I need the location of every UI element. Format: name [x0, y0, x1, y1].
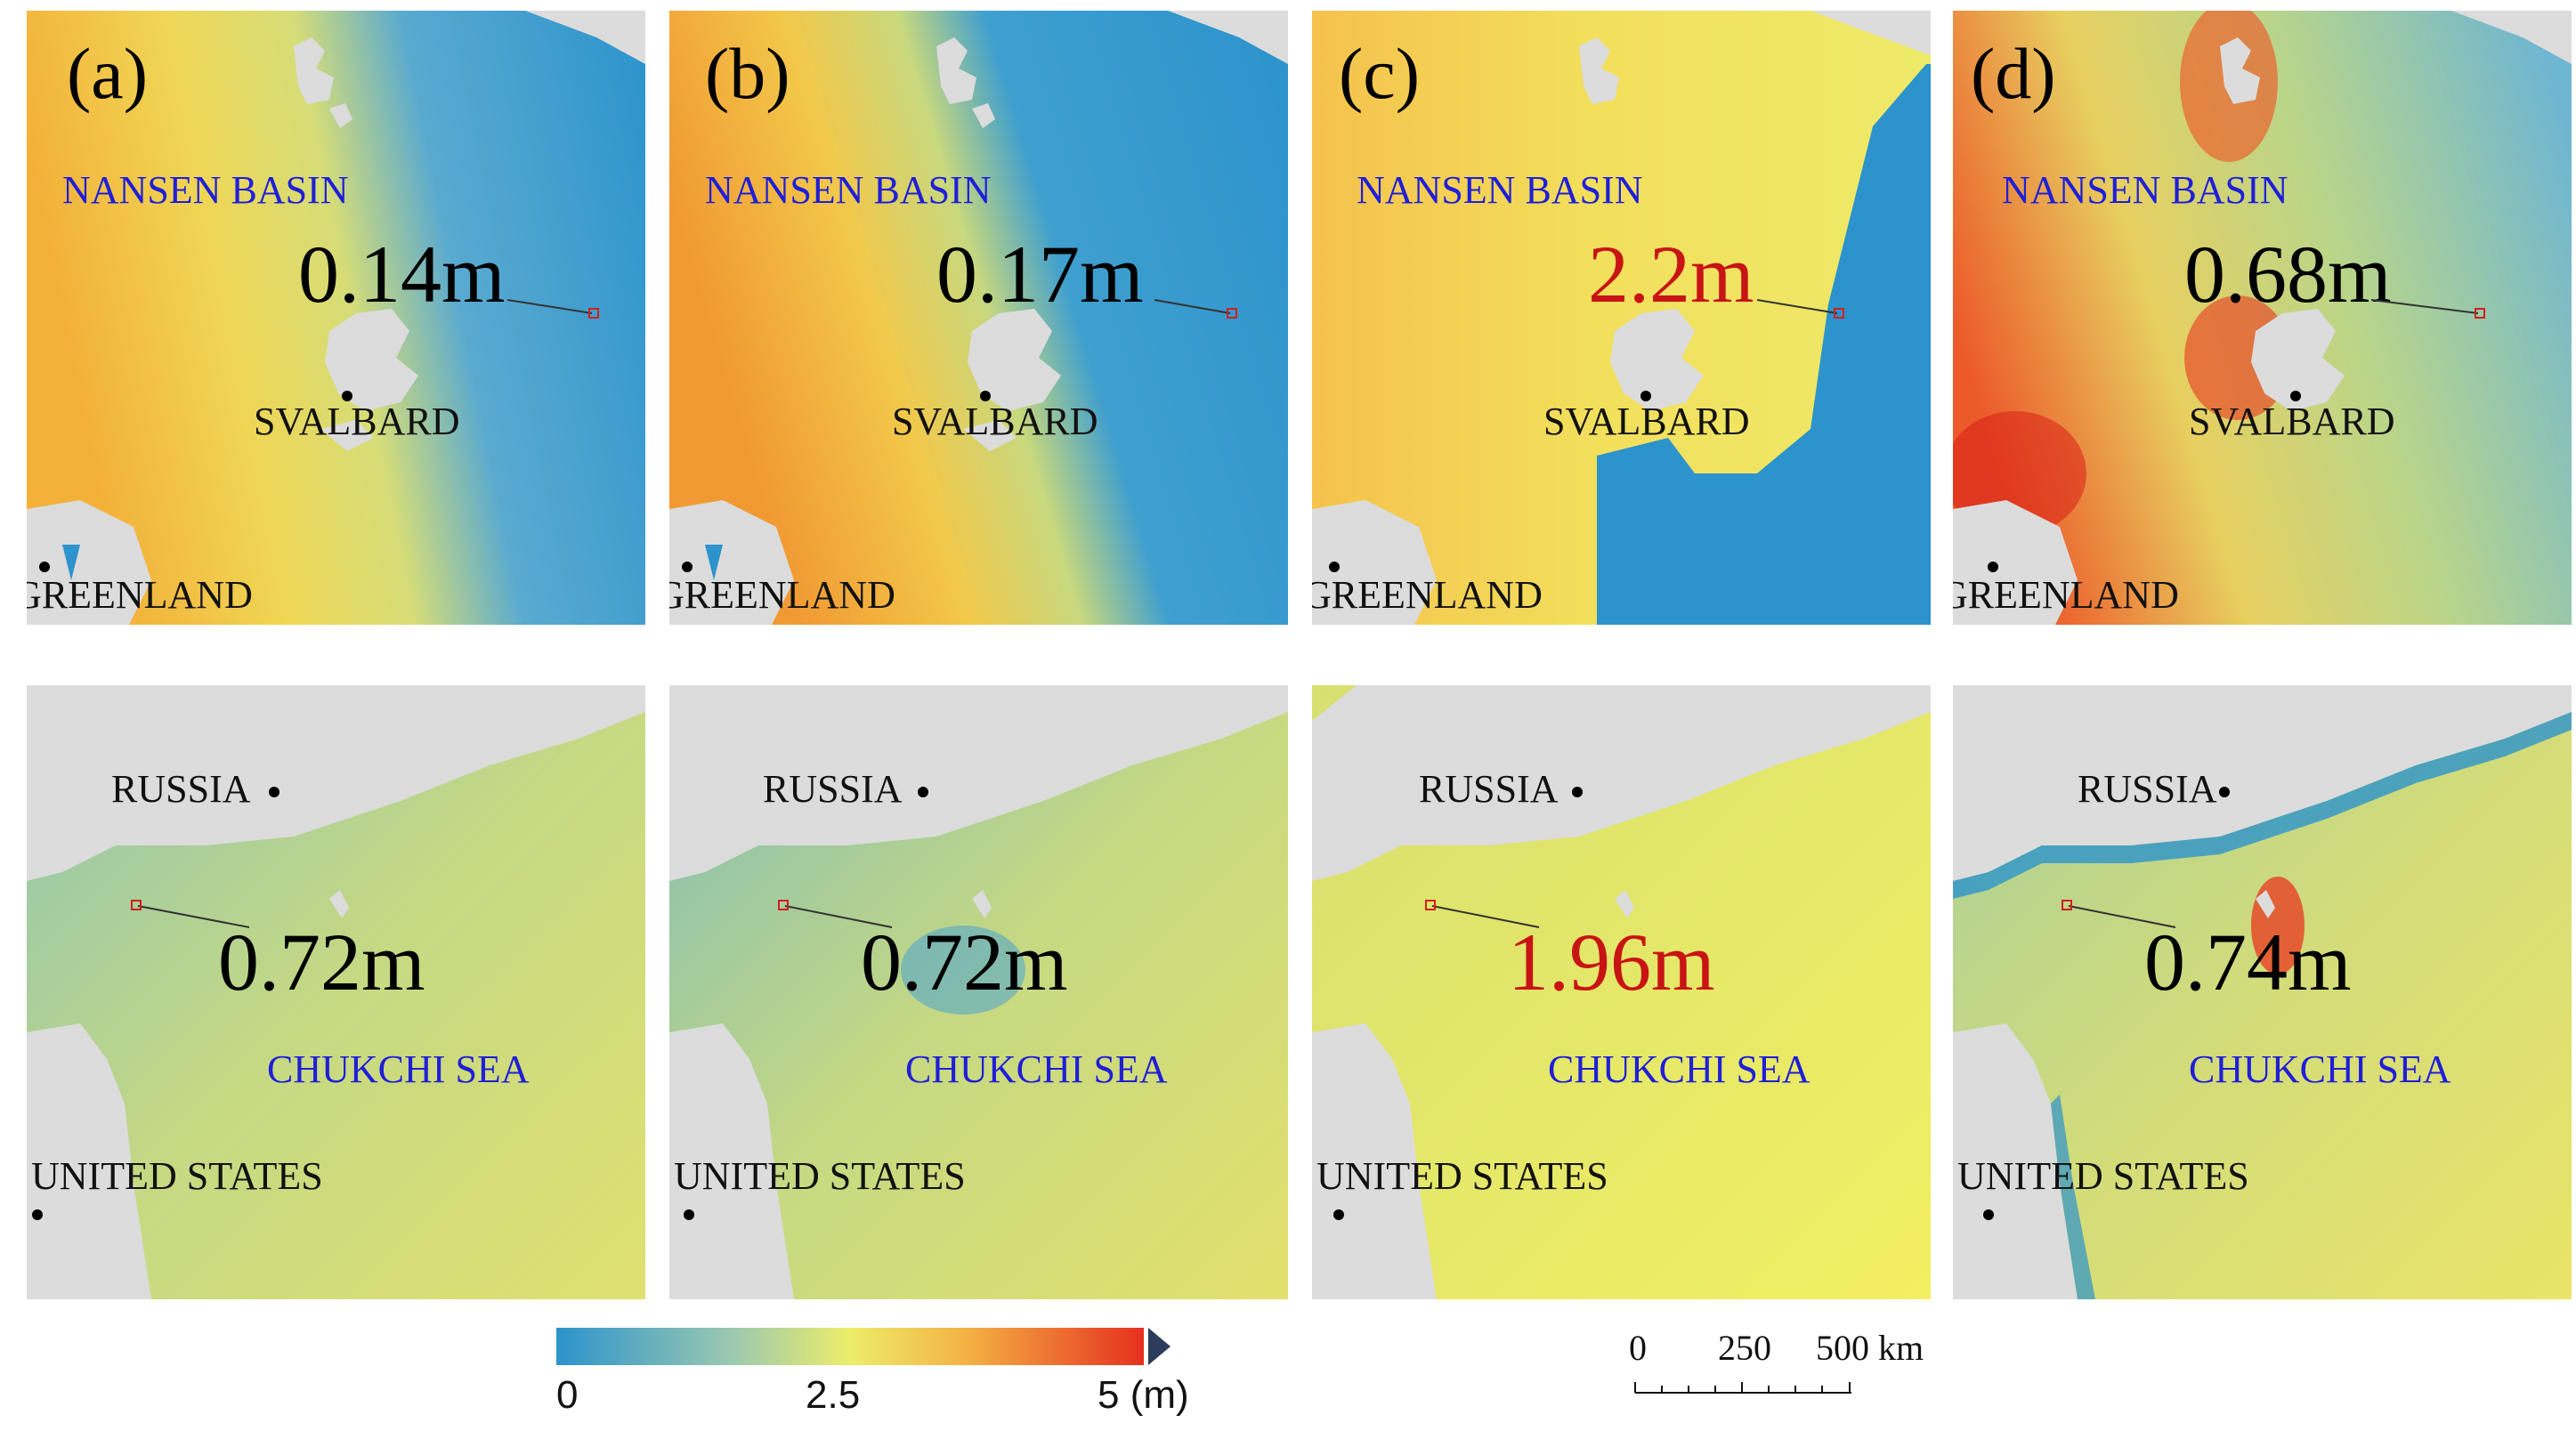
thickness-value: 1.96m — [1508, 917, 1715, 1007]
colorbar-tick-max: 5 (m) — [1098, 1373, 1189, 1417]
chukchi-sea-label: CHUKCHI SEA — [1548, 1047, 1810, 1091]
thickness-value: 0.68m — [2184, 229, 2392, 319]
ice-thickness-map — [27, 11, 645, 625]
united-states-label: UNITED STATES — [31, 1154, 323, 1198]
svalbard-label: SVALBARD — [892, 400, 1098, 443]
map-panel-a-bottom: RUSSIA 0.72m CHUKCHI SEA UNITED STATES — [27, 685, 645, 1299]
svalbard-label: SVALBARD — [254, 400, 460, 443]
greenland-label: GREENLAND — [1953, 573, 2179, 617]
chukchi-sea-label: CHUKCHI SEA — [267, 1047, 530, 1091]
ice-thickness-map — [1312, 11, 1931, 625]
nansen-basin-label: NANSEN BASIN — [2002, 168, 2288, 212]
scale-bar: 0 250 500 km — [1629, 1330, 1949, 1402]
map-panel-c-top: (c) NANSEN BASIN 2.2m SVALBARD GREENLAND — [1312, 11, 1931, 625]
svalbard-label: SVALBARD — [1543, 400, 1750, 443]
scale-tick-500: 500 km — [1816, 1328, 1924, 1368]
colorbar-extend-arrow — [1148, 1328, 1171, 1365]
greenland-label: GREENLAND — [669, 573, 895, 617]
panel-letter: (d) — [1971, 33, 2056, 114]
thickness-value: 0.74m — [2144, 917, 2352, 1007]
colorbar-legend: 0 2.5 5 (m) — [556, 1326, 1197, 1424]
greenland-label: GREENLAND — [27, 573, 253, 617]
nansen-basin-label: NANSEN BASIN — [1357, 168, 1643, 212]
thickness-value: 0.17m — [936, 229, 1144, 319]
united-states-label: UNITED STATES — [674, 1154, 966, 1198]
map-panel-b-top: (b) NANSEN BASIN 0.17m SVALBARD GREENLAN… — [669, 11, 1288, 625]
russia-label: RUSSIA — [1419, 767, 1559, 811]
map-panel-d-top: (d) NANSEN BASIN 0.68m SVALBARD GREENLAN… — [1953, 11, 2572, 625]
map-panel-d-bottom: RUSSIA 0.74m CHUKCHI SEA UNITED STATES — [1953, 685, 2572, 1299]
united-states-label: UNITED STATES — [1957, 1154, 2249, 1198]
ice-thickness-map — [669, 685, 1288, 1299]
map-panel-c-bottom: RUSSIA 1.96m CHUKCHI SEA UNITED STATES — [1312, 685, 1931, 1299]
nansen-basin-label: NANSEN BASIN — [62, 168, 349, 212]
ice-thickness-map — [1312, 685, 1931, 1299]
colorbar-tick-min: 0 — [556, 1373, 579, 1417]
thickness-value: 2.2m — [1588, 229, 1754, 319]
russia-label: RUSSIA — [111, 767, 251, 811]
scale-ruler — [1634, 1382, 1851, 1394]
scale-tick-0: 0 — [1629, 1328, 1647, 1368]
ice-thickness-map — [27, 685, 645, 1299]
map-panel-a-top: (a) NANSEN BASIN 0.14m SVALBARD GREENLAN… — [27, 11, 645, 625]
colorbar-tick-mid: 2.5 — [806, 1373, 861, 1417]
map-panel-b-bottom: RUSSIA 0.72m CHUKCHI SEA UNITED STATES — [669, 685, 1288, 1299]
panel-letter: (c) — [1339, 33, 1421, 114]
scale-tick-250: 250 — [1718, 1328, 1771, 1368]
panel-letter: (a) — [67, 33, 149, 114]
ice-thickness-map — [1953, 685, 2572, 1299]
svalbard-label: SVALBARD — [2189, 400, 2395, 443]
thickness-value: 0.72m — [218, 917, 425, 1007]
chukchi-sea-label: CHUKCHI SEA — [905, 1047, 1168, 1091]
nansen-basin-label: NANSEN BASIN — [705, 168, 992, 212]
chukchi-sea-label: CHUKCHI SEA — [2189, 1047, 2451, 1091]
ice-thickness-map — [669, 11, 1288, 625]
russia-label: RUSSIA — [763, 767, 903, 811]
thickness-value: 0.14m — [298, 229, 506, 319]
thickness-value: 0.72m — [861, 917, 1068, 1007]
united-states-label: UNITED STATES — [1316, 1154, 1608, 1198]
russia-label: RUSSIA — [2078, 767, 2217, 811]
panel-letter: (b) — [705, 33, 790, 114]
colorbar-ramp — [556, 1328, 1171, 1365]
ice-thickness-map — [1953, 11, 2572, 625]
greenland-label: GREENLAND — [1312, 573, 1543, 617]
